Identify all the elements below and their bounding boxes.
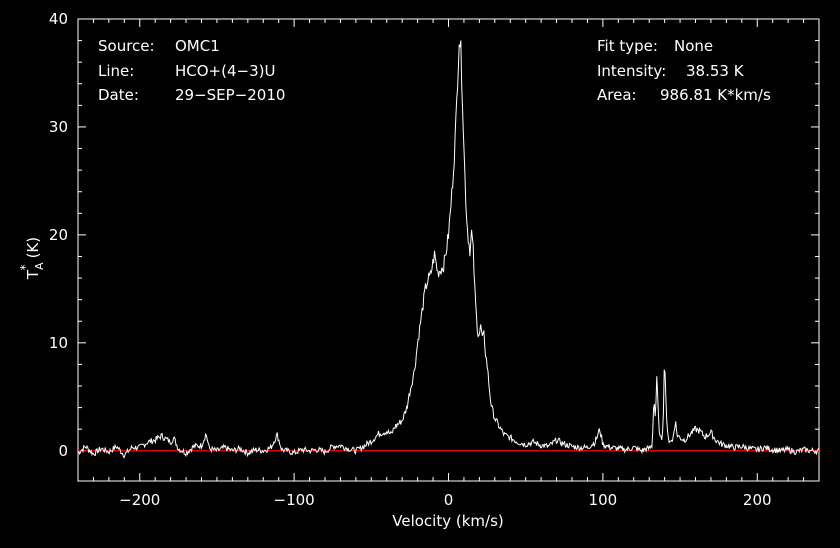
y-tick-label: 0 bbox=[58, 442, 68, 460]
area-value: 986.81 K*km/s bbox=[660, 86, 771, 104]
line-label: Line: bbox=[98, 62, 134, 80]
x-axis-title: Velocity (km/s) bbox=[392, 512, 503, 530]
date-label: Date: bbox=[98, 86, 139, 104]
y-tick-label: 40 bbox=[49, 10, 68, 28]
x-tick-label: −200 bbox=[119, 491, 160, 509]
ticks-layer: −200 −100 0 100 200 0 10 20 30 40 bbox=[49, 10, 820, 509]
y-axis-title-sub: A bbox=[33, 262, 46, 270]
date-value: 29−SEP−2010 bbox=[175, 86, 285, 104]
x-tick-label: −100 bbox=[274, 491, 315, 509]
y-axis-title: TA* (K) bbox=[18, 237, 46, 280]
y-tick-label: 20 bbox=[49, 226, 68, 244]
y-tick-label: 10 bbox=[49, 334, 68, 352]
area-label: Area: bbox=[597, 86, 637, 104]
fit-type-label: Fit type: bbox=[597, 37, 658, 55]
spectrum-line bbox=[77, 40, 820, 459]
intensity-label: Intensity: bbox=[597, 62, 666, 80]
y-axis-title-unit: (K) bbox=[24, 237, 42, 259]
line-value: HCO+(4−3)U bbox=[175, 62, 275, 80]
y-axis-title-sup: * bbox=[18, 264, 32, 270]
source-label: Source: bbox=[98, 37, 155, 55]
series-layer bbox=[77, 40, 820, 459]
source-value: OMC1 bbox=[175, 37, 220, 55]
x-tick-label: 0 bbox=[444, 491, 454, 509]
x-tick-label: 200 bbox=[743, 491, 772, 509]
y-axis-title-main: T bbox=[24, 269, 42, 280]
y-tick-label: 30 bbox=[49, 118, 68, 136]
fit-type-value: None bbox=[674, 37, 713, 55]
x-tick-label: 100 bbox=[589, 491, 618, 509]
svg-text:TA*(K): TA* (K) bbox=[18, 237, 46, 280]
intensity-value: 38.53 K bbox=[686, 62, 745, 80]
